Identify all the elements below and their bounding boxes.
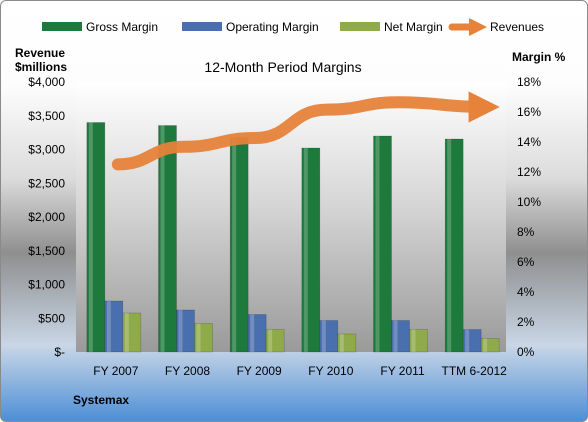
legend: Gross Margin Operating Margin Net Margin Re… bbox=[42, 17, 544, 37]
bar-highlight bbox=[160, 125, 165, 352]
bar-highlight bbox=[88, 122, 93, 352]
right-tick-label: 16% bbox=[517, 105, 541, 119]
right-tick-label: 0% bbox=[517, 345, 535, 359]
revenue-line bbox=[111, 91, 500, 171]
bar-gross-margin bbox=[444, 138, 464, 353]
left-tick-label: $3,500 bbox=[28, 109, 65, 123]
bar-net-margin bbox=[265, 329, 285, 353]
company-label: Systemax bbox=[73, 393, 129, 407]
right-tick-label: 8% bbox=[517, 225, 535, 239]
bar-highlight bbox=[411, 329, 416, 352]
bar-net-margin bbox=[409, 329, 428, 353]
bar-net-margin bbox=[480, 338, 500, 353]
legend-swatch bbox=[182, 22, 222, 31]
bar-gross-margin bbox=[158, 125, 177, 353]
left-axis-label-line2: $millions bbox=[15, 60, 67, 74]
bar-highlight bbox=[375, 136, 380, 352]
bar-highlight bbox=[178, 310, 183, 352]
left-tick-label: $500 bbox=[38, 311, 65, 325]
bar-gross-margin bbox=[86, 122, 106, 353]
bar-net-margin bbox=[122, 312, 142, 353]
legend-swatch bbox=[340, 22, 380, 31]
left-tick-label: $2,500 bbox=[28, 176, 65, 190]
bar-highlight bbox=[268, 329, 273, 352]
bar-net-margin bbox=[337, 333, 357, 353]
bar-gross-margin bbox=[301, 147, 321, 353]
bar-highlight bbox=[106, 301, 111, 352]
bar-highlight bbox=[483, 338, 488, 352]
bar-highlight bbox=[196, 323, 201, 352]
bar-highlight bbox=[339, 334, 344, 352]
right-tick-label: 14% bbox=[517, 135, 541, 149]
right-axis-ticks: 0% 2% 4% 6% 8% 10% 12% 14% 16% 18% bbox=[517, 75, 541, 359]
right-tick-label: 6% bbox=[517, 255, 535, 269]
right-axis-label: Margin % bbox=[512, 50, 566, 64]
legend-label: Revenues bbox=[490, 20, 544, 34]
x-tick-label: FY 2009 bbox=[237, 364, 282, 378]
right-tick-label: 18% bbox=[517, 75, 541, 89]
bar-gross-margin bbox=[373, 135, 392, 353]
bar-highlight bbox=[250, 314, 255, 352]
left-axis-ticks: $- $500 $1,000 $1,500 $2,000 $2,500 $3,000 $3,5… bbox=[28, 75, 65, 359]
bar-highlight bbox=[232, 137, 237, 352]
bar-highlight bbox=[393, 320, 398, 352]
left-tick-label: $1,000 bbox=[28, 278, 65, 292]
legend-label: Operating Margin bbox=[226, 20, 319, 34]
left-tick-label: $- bbox=[54, 345, 65, 359]
x-tick-label: FY 2008 bbox=[165, 364, 210, 378]
left-tick-label: $3,000 bbox=[28, 143, 65, 157]
left-tick-label: $1,500 bbox=[28, 244, 65, 258]
x-tick-label: FY 2007 bbox=[93, 364, 138, 378]
legend-label: Net Margin bbox=[384, 20, 443, 34]
bar-highlight bbox=[303, 148, 308, 352]
right-tick-label: 4% bbox=[517, 285, 535, 299]
legend-swatch bbox=[42, 22, 82, 31]
chart-title: 12-Month Period Margins bbox=[204, 59, 361, 75]
left-tick-label: $4,000 bbox=[28, 75, 65, 89]
bar-highlight bbox=[321, 320, 326, 352]
right-tick-label: 2% bbox=[517, 315, 535, 329]
revenue-series-line bbox=[111, 91, 500, 171]
bar-highlight bbox=[124, 313, 129, 352]
x-tick-label: FY 2010 bbox=[308, 364, 353, 378]
right-tick-label: 12% bbox=[517, 165, 541, 179]
right-tick-label: 10% bbox=[517, 195, 541, 209]
bar-highlight bbox=[465, 329, 470, 352]
bar-net-margin bbox=[194, 323, 213, 353]
legend-label: Gross Margin bbox=[86, 20, 158, 34]
bar-highlight bbox=[447, 139, 452, 352]
bars bbox=[86, 122, 500, 353]
left-axis-label-line1: Revenue bbox=[15, 46, 65, 60]
left-tick-label: $2,000 bbox=[28, 210, 65, 224]
x-axis-categories: FY 2007 FY 2008 FY 2009 FY 2010 FY 2011 TTM 6… bbox=[93, 364, 507, 378]
x-tick-label: FY 2011 bbox=[380, 364, 425, 378]
x-tick-label: TTM 6-2012 bbox=[441, 364, 507, 378]
